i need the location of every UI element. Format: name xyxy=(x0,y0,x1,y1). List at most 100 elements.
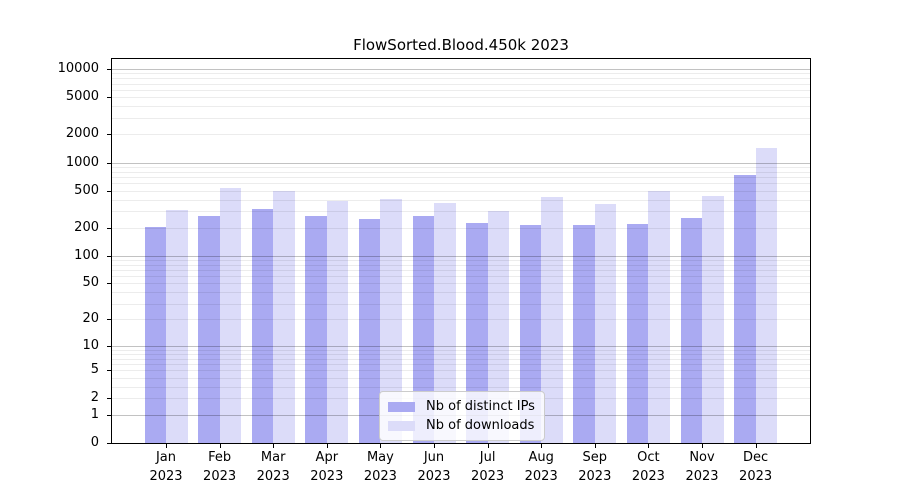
gridline-minor-60 xyxy=(112,276,810,278)
bar-distinct-ips-oct xyxy=(626,223,649,443)
gridline-minor-7000 xyxy=(112,83,810,85)
y-tick-label-20: 20 xyxy=(82,311,99,327)
gridline-minor-90 xyxy=(112,259,810,261)
x-tick-label-apr: Apr 2023 xyxy=(310,450,344,484)
bar-distinct-ips-jan xyxy=(144,226,166,443)
y-tick-label-100: 100 xyxy=(74,247,99,263)
bar-distinct-ips-jul xyxy=(466,222,488,443)
y-tick-mark-5 xyxy=(107,370,112,372)
gridline-minor-600 xyxy=(112,183,810,185)
legend: Nb of distinct IPs Nb of downloads xyxy=(379,391,545,441)
gridline-minor-8 xyxy=(112,353,810,355)
legend-label-distinct-ips: Nb of distinct IPs xyxy=(426,399,535,414)
legend-swatch-downloads xyxy=(388,420,415,431)
bar-downloads-jun xyxy=(434,203,456,443)
bar-downloads-feb xyxy=(219,188,242,443)
y-tick-label-2: 2 xyxy=(90,390,99,406)
x-tick-label-nov: Nov 2023 xyxy=(685,450,719,484)
x-tick-label-dec: Dec 2023 xyxy=(739,450,773,484)
legend-swatch-distinct-ips xyxy=(388,401,415,412)
bar-distinct-ips-dec xyxy=(734,175,756,443)
x-tick-label-jun: Jun 2023 xyxy=(417,450,451,484)
bar-downloads-nov xyxy=(702,195,724,443)
bar-downloads-dec xyxy=(755,147,778,443)
legend-item-downloads: Nb of downloads xyxy=(388,416,535,435)
gridline-minor-5 xyxy=(112,370,810,372)
y-tick-label-5000: 5000 xyxy=(65,89,99,105)
gridline-minor-7 xyxy=(112,358,810,360)
gridline-major-1000 xyxy=(112,162,810,164)
y-tick-label-10000: 10000 xyxy=(57,61,99,77)
bar-downloads-may xyxy=(380,198,402,443)
y-tick-label-1000: 1000 xyxy=(65,154,99,170)
bar-downloads-jan xyxy=(166,210,188,443)
x-tick-label-jul: Jul 2023 xyxy=(471,450,505,484)
y-tick-mark-5000 xyxy=(107,97,112,99)
gridline-minor-5000 xyxy=(112,97,810,99)
x-tick-mark-apr xyxy=(326,444,328,448)
legend-item-distinct-ips: Nb of distinct IPs xyxy=(388,397,535,416)
bar-downloads-apr xyxy=(326,200,349,443)
x-tick-mark-may xyxy=(380,444,382,448)
gridline-minor-50 xyxy=(112,283,810,285)
gridline-minor-80 xyxy=(112,264,810,266)
bar-downloads-aug xyxy=(541,196,563,443)
x-tick-label-feb: Feb 2023 xyxy=(203,450,237,484)
gridline-minor-700 xyxy=(112,177,810,179)
x-tick-label-mar: Mar 2023 xyxy=(256,450,290,484)
bar-downloads-oct xyxy=(648,190,670,443)
y-tick-mark-20 xyxy=(107,319,112,321)
y-tick-mark-0 xyxy=(107,443,112,444)
x-tick-mark-mar xyxy=(273,444,275,448)
y-tick-mark-100 xyxy=(107,255,112,257)
x-tick-label-may: May 2023 xyxy=(363,450,397,484)
y-tick-mark-2 xyxy=(107,398,112,400)
y-tick-mark-500 xyxy=(107,190,112,192)
legend-label-downloads: Nb of downloads xyxy=(426,418,535,433)
bar-downloads-sep xyxy=(594,204,617,443)
gridline-minor-9000 xyxy=(112,73,810,75)
bar-distinct-ips-sep xyxy=(573,225,595,443)
chart-title: FlowSorted.Blood.450k 2023 xyxy=(353,36,569,54)
x-tick-mark-dec xyxy=(755,444,757,448)
y-tick-label-500: 500 xyxy=(74,182,99,198)
y-tick-mark-200 xyxy=(107,227,112,229)
x-tick-mark-jan xyxy=(166,444,167,448)
plot-area: Nb of distinct IPs Nb of downloads xyxy=(111,58,811,444)
x-tick-mark-nov xyxy=(702,444,703,448)
y-tick-mark-1 xyxy=(107,414,112,416)
y-tick-label-2000: 2000 xyxy=(65,126,99,142)
bars-layer xyxy=(112,59,810,443)
bar-distinct-ips-feb xyxy=(198,215,220,443)
x-tick-label-jan: Jan 2023 xyxy=(149,450,183,484)
gridline-minor-30 xyxy=(112,303,810,305)
x-tick-mark-oct xyxy=(648,444,650,448)
y-tick-label-200: 200 xyxy=(74,219,99,235)
gridline-major-10000 xyxy=(112,69,810,71)
x-tick-mark-jun xyxy=(434,444,435,448)
bar-distinct-ips-apr xyxy=(305,216,327,443)
gridline-minor-9 xyxy=(112,349,810,351)
gridline-minor-300 xyxy=(112,211,810,213)
y-tick-label-5: 5 xyxy=(90,362,99,378)
y-tick-mark-2000 xyxy=(107,134,112,136)
y-tick-mark-10 xyxy=(107,345,112,347)
x-tick-mark-feb xyxy=(219,444,221,448)
gridline-minor-3000 xyxy=(112,118,810,119)
bar-downloads-jul xyxy=(487,210,510,443)
gridline-major-10 xyxy=(112,345,810,347)
gridline-minor-4 xyxy=(112,377,810,379)
gridline-minor-200 xyxy=(112,227,810,229)
gridline-minor-6 xyxy=(112,364,810,366)
x-tick-mark-jul xyxy=(487,444,489,448)
bar-distinct-ips-jun xyxy=(412,216,434,443)
y-tick-mark-1000 xyxy=(107,162,112,164)
x-tick-label-aug: Aug 2023 xyxy=(524,450,558,484)
y-tick-label-1: 1 xyxy=(90,406,99,422)
y-tick-mark-10000 xyxy=(107,69,112,71)
x-tick-mark-sep xyxy=(594,444,596,448)
gridline-minor-500 xyxy=(112,190,810,192)
y-tick-label-10: 10 xyxy=(82,337,99,353)
bar-distinct-ips-mar xyxy=(251,209,274,443)
